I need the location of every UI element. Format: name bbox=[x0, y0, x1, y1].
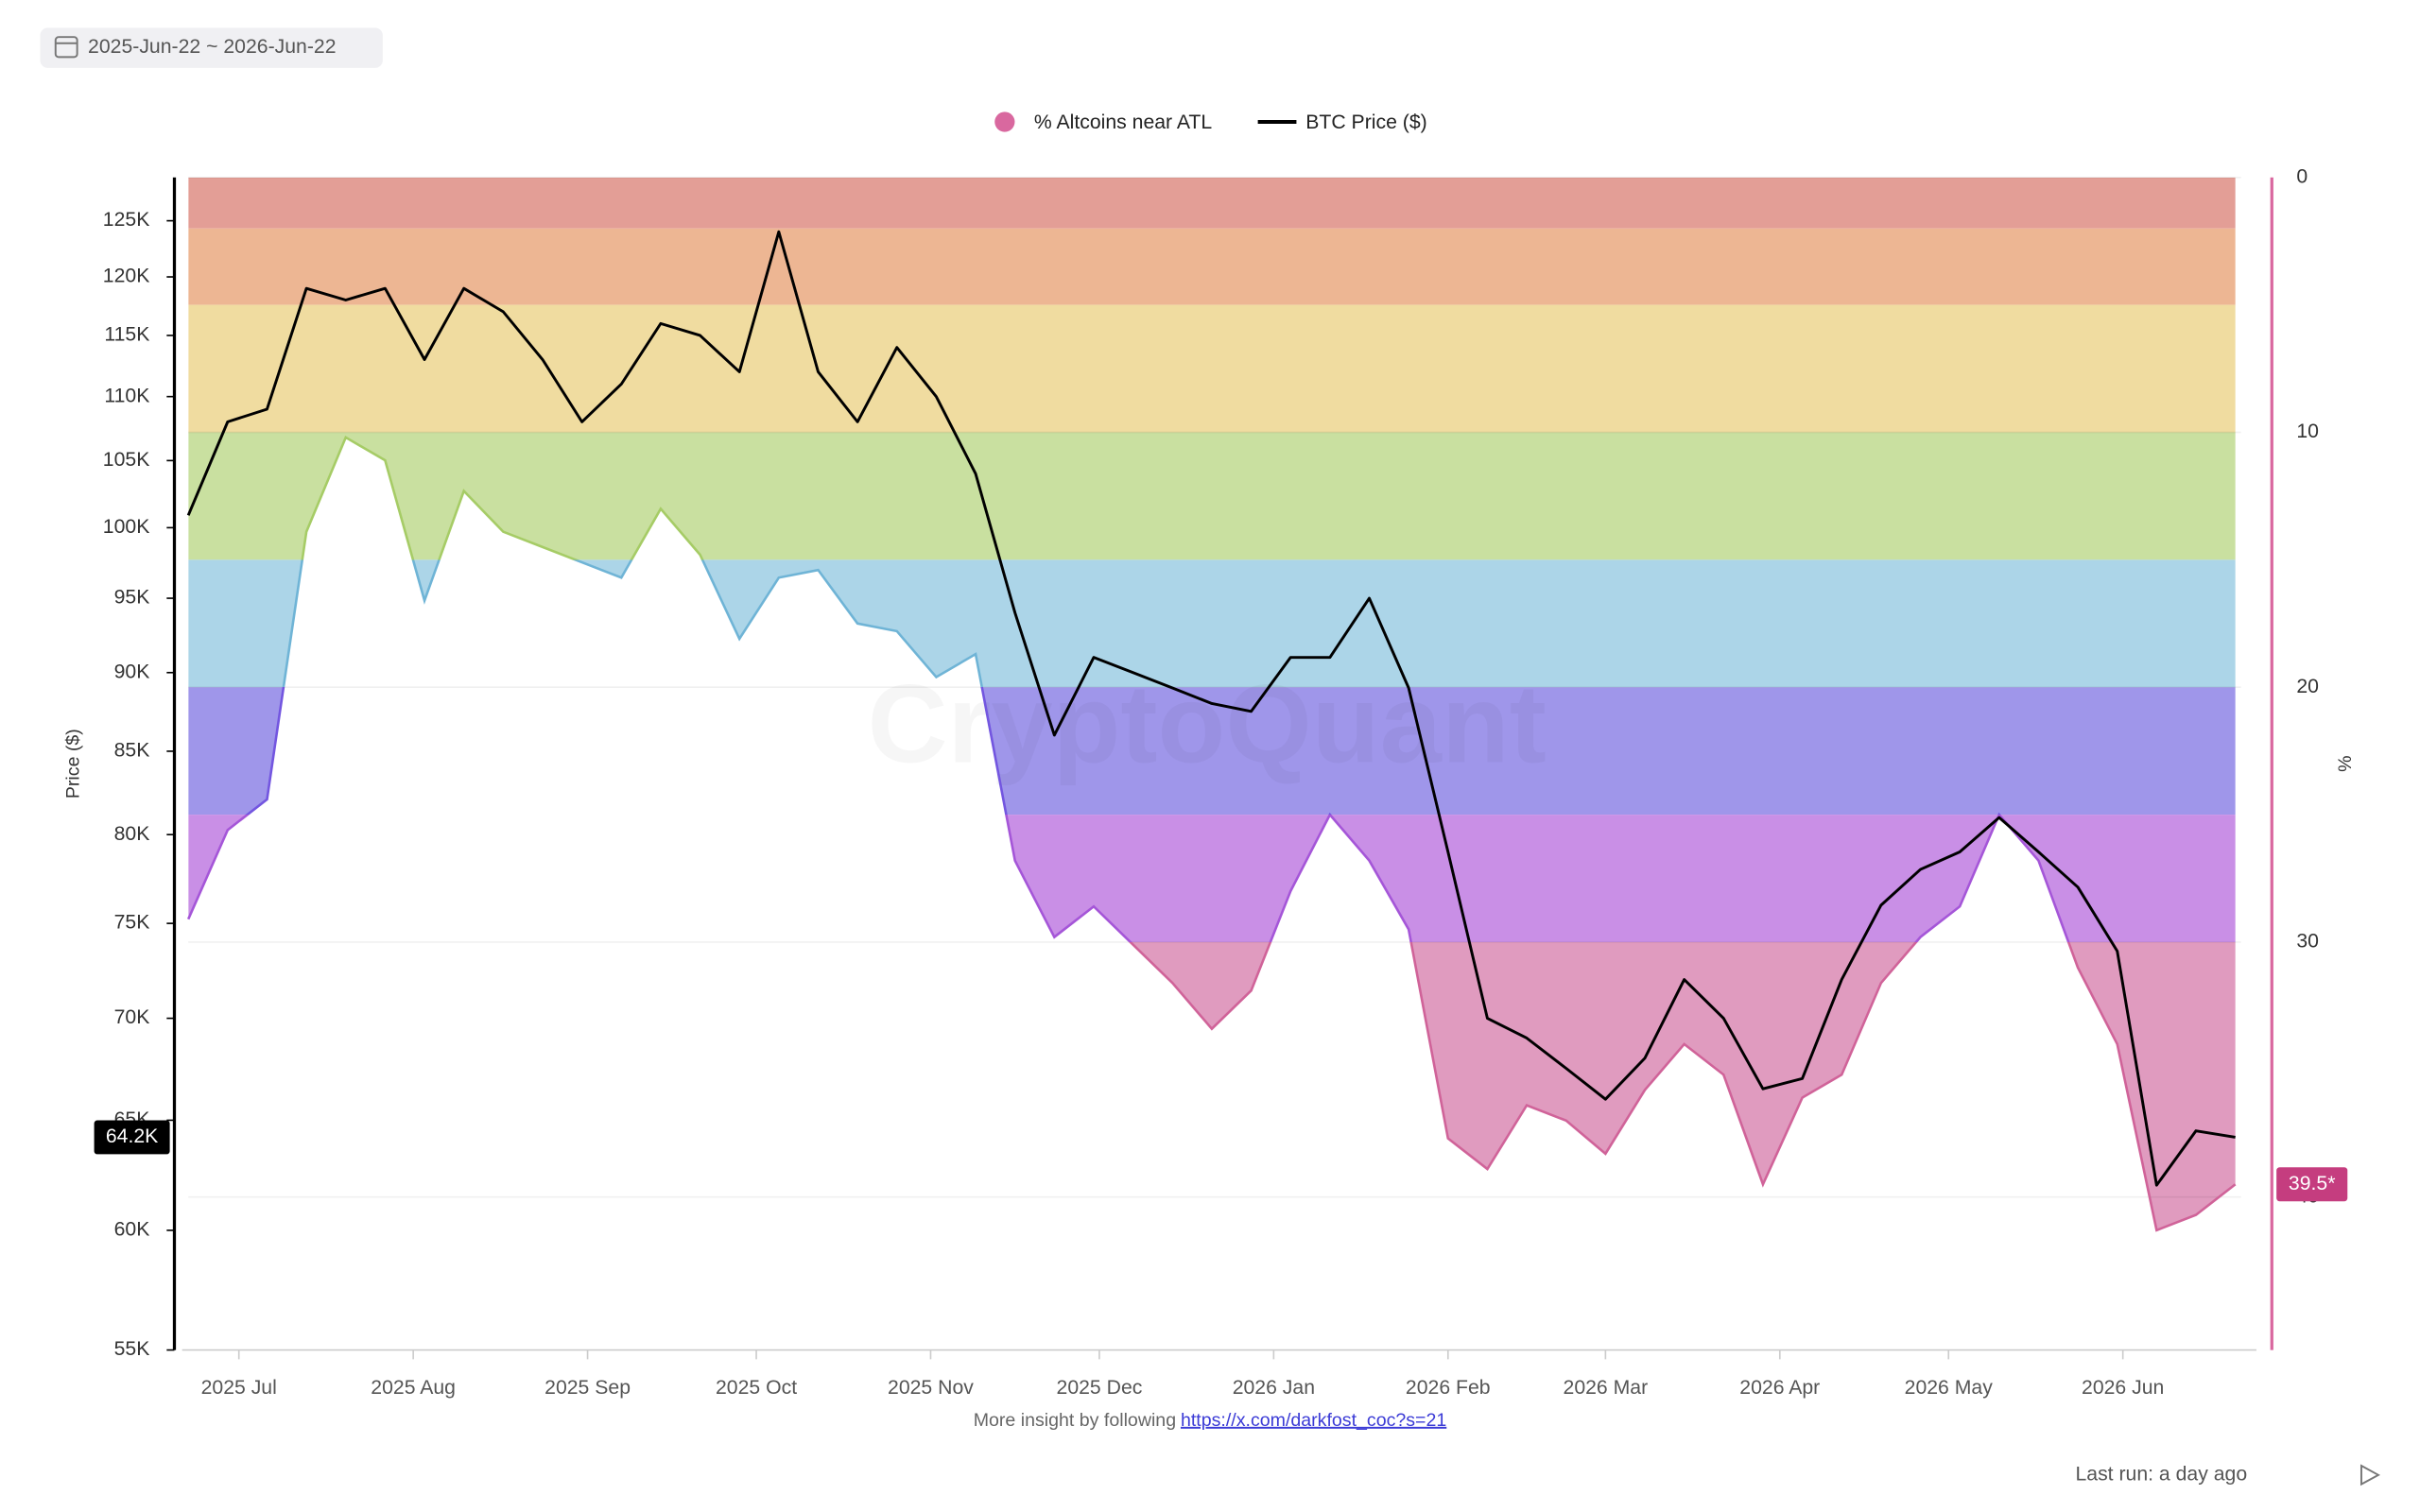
legend-label[interactable]: % Altcoins near ATL bbox=[1034, 112, 1213, 133]
x-tick-label: 2026 May bbox=[1905, 1377, 1994, 1399]
legend-marker bbox=[994, 112, 1015, 132]
band bbox=[188, 941, 2236, 1230]
band bbox=[188, 304, 2236, 433]
x-tick-label: 2026 Jan bbox=[1233, 1377, 1315, 1399]
band bbox=[188, 228, 2236, 305]
btc-last-label: 64.2K bbox=[106, 1125, 158, 1147]
x-tick-label: 2026 Feb bbox=[1406, 1377, 1491, 1399]
x-tick-label: 2025 Sep bbox=[544, 1377, 631, 1399]
x-tick-label: 2026 Jun bbox=[2082, 1377, 2164, 1399]
band bbox=[188, 177, 2236, 229]
x-tick-label: 2026 Apr bbox=[1739, 1377, 1820, 1399]
y-tick-label: 85K bbox=[114, 740, 150, 762]
calendar-icon bbox=[54, 36, 78, 59]
y-tick-label: 125K bbox=[103, 209, 150, 231]
x-tick-label: 2025 Oct bbox=[716, 1377, 797, 1399]
y-tick-label: 75K bbox=[114, 912, 150, 934]
btc-line bbox=[186, 230, 2236, 1187]
y-tick-label: 90K bbox=[114, 661, 150, 682]
watermark: CryptoQuant bbox=[868, 662, 1547, 786]
legend-label[interactable]: BTC Price ($) bbox=[1305, 112, 1427, 133]
y-tick-label: 100K bbox=[103, 516, 150, 538]
y2-tick-label: 0 bbox=[2296, 165, 2308, 187]
altcoin-last-badge bbox=[2276, 1167, 2348, 1202]
y-tick-label: 80K bbox=[114, 823, 150, 845]
band bbox=[188, 432, 2236, 560]
x-tick-label: 2025 Aug bbox=[371, 1377, 456, 1399]
btc-last-badge bbox=[94, 1120, 170, 1155]
y-tick-label: 70K bbox=[114, 1006, 150, 1028]
y2-tick-label: 20 bbox=[2296, 676, 2319, 697]
x-tick-label: 2025 Nov bbox=[888, 1377, 974, 1399]
x-tick-label: 2026 Mar bbox=[1564, 1377, 1649, 1399]
y-tick-label: 105K bbox=[103, 449, 150, 471]
x-tick-label: 2025 Dec bbox=[1057, 1377, 1143, 1399]
x-tick-label: 2025 Jul bbox=[201, 1377, 277, 1399]
altcoin-line bbox=[186, 436, 2237, 1232]
y-tick-label: 55K bbox=[114, 1338, 150, 1360]
y2-tick-label: 10 bbox=[2296, 421, 2319, 442]
plot: 010203040CryptoQuant55K60K65K70K75K80K85… bbox=[63, 112, 2356, 1431]
y2-axis-title: % bbox=[2335, 755, 2356, 771]
date-range-button[interactable] bbox=[40, 27, 383, 68]
y-tick-label: 95K bbox=[114, 587, 150, 609]
footer-link[interactable]: https://x.com/darkfost_coc?s=21 bbox=[1181, 1410, 1446, 1431]
y-tick-label: 60K bbox=[114, 1219, 150, 1241]
y2-tick-label: 30 bbox=[2296, 931, 2319, 953]
altcoin-last-label: 39.5* bbox=[2289, 1173, 2336, 1194]
y-tick-label: 120K bbox=[103, 266, 150, 287]
last-run: Last run: a day ago bbox=[2075, 1463, 2247, 1485]
run-button[interactable] bbox=[2360, 1464, 2380, 1486]
y-axis-title: Price ($) bbox=[63, 729, 84, 799]
band bbox=[188, 815, 2236, 942]
footer-note: More insight by following bbox=[974, 1410, 1176, 1431]
y-tick-label: 110K bbox=[104, 385, 149, 406]
y-tick-label: 115K bbox=[104, 324, 149, 346]
date-range[interactable]: 2025-Jun-22 ~ 2026-Jun-22 bbox=[88, 36, 336, 58]
